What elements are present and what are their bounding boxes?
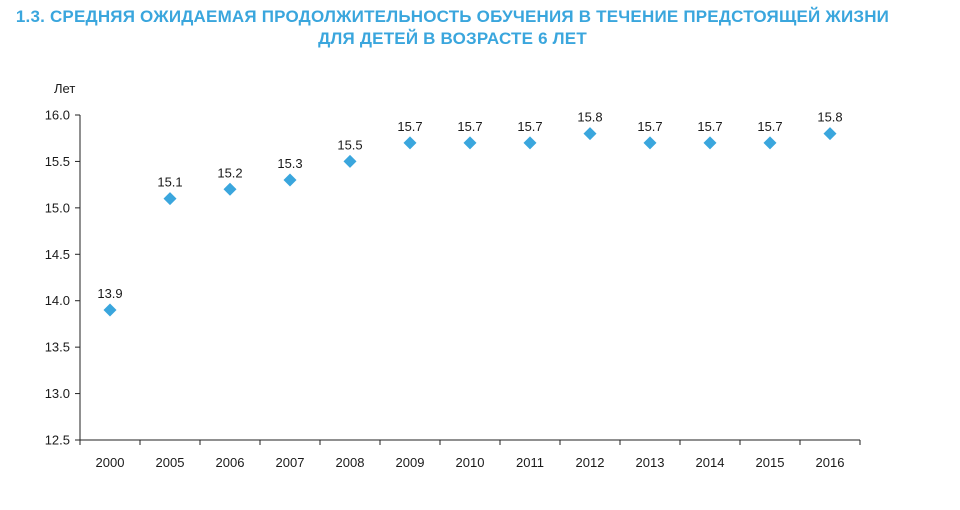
x-tick-label: 2000 [96,455,125,470]
y-tick-label: 13.5 [45,340,70,355]
data-label: 15.7 [397,119,422,134]
x-tick-label: 2008 [336,455,365,470]
x-tick-label: 2016 [816,455,845,470]
data-point [223,182,237,196]
data-point [403,136,417,150]
x-tick-label: 2005 [156,455,185,470]
data-point [103,303,117,317]
data-label: 15.2 [217,165,242,180]
data-label: 15.7 [517,119,542,134]
data-point [283,173,297,187]
data-point [763,136,777,150]
data-label: 13.9 [97,286,122,301]
data-label: 15.7 [457,119,482,134]
y-tick-label: 13.0 [45,386,70,401]
data-point [163,192,177,206]
y-tick-label: 14.0 [45,293,70,308]
data-label: 15.7 [757,119,782,134]
data-point [343,154,357,168]
chart-title: 1.3. СРЕДНЯЯ ОЖИДАЕМАЯ ПРОДОЛЖИТЕЛЬНОСТЬ… [0,6,905,50]
x-tick-label: 2007 [276,455,305,470]
data-label: 15.5 [337,137,362,152]
x-tick-label: 2015 [756,455,785,470]
data-points [103,127,837,317]
data-point [523,136,537,150]
x-tick-label: 2009 [396,455,425,470]
x-tick-label: 2014 [696,455,725,470]
y-tick-label: 14.5 [45,247,70,262]
y-tick-label: 15.0 [45,200,70,215]
x-tick-label: 2010 [456,455,485,470]
y-tick-label: 15.5 [45,154,70,169]
chart-title-line-2: ДЛЯ ДЕТЕЙ В ВОЗРАСТЕ 6 ЛЕТ [318,29,587,48]
y-axis-ticks: 12.5 13.0 13.5 14.0 14.5 15.0 15.5 16.0 [45,108,80,448]
y-axis-unit-label: Лет [54,81,75,96]
axes [79,115,860,441]
data-point [643,136,657,150]
data-point [583,127,597,141]
data-label: 15.7 [637,119,662,134]
data-labels: 13.9 15.1 15.2 15.3 15.5 15.7 15.7 15.7 15.8 15.7… [97,110,842,301]
data-label: 15.8 [577,110,602,125]
data-point [823,127,837,141]
chart-title-line-1: 1.3. СРЕДНЯЯ ОЖИДАЕМАЯ ПРОДОЛЖИТЕЛЬНОСТЬ… [15,7,890,26]
y-tick-label: 12.5 [45,433,70,448]
data-label: 15.7 [697,119,722,134]
x-tick-label: 2013 [636,455,665,470]
x-tick-label: 2011 [516,455,544,470]
data-point [703,136,717,150]
data-point [463,136,477,150]
data-label: 15.1 [157,175,182,190]
data-label: 15.3 [277,156,302,171]
x-tick-label: 2012 [576,455,605,470]
y-tick-label: 16.0 [45,108,70,123]
data-label: 15.8 [817,110,842,125]
x-axis-ticks: 2000 2005 2006 2007 2008 2009 2010 2011 2012 2013… [79,440,861,470]
x-tick-label: 2006 [216,455,245,470]
